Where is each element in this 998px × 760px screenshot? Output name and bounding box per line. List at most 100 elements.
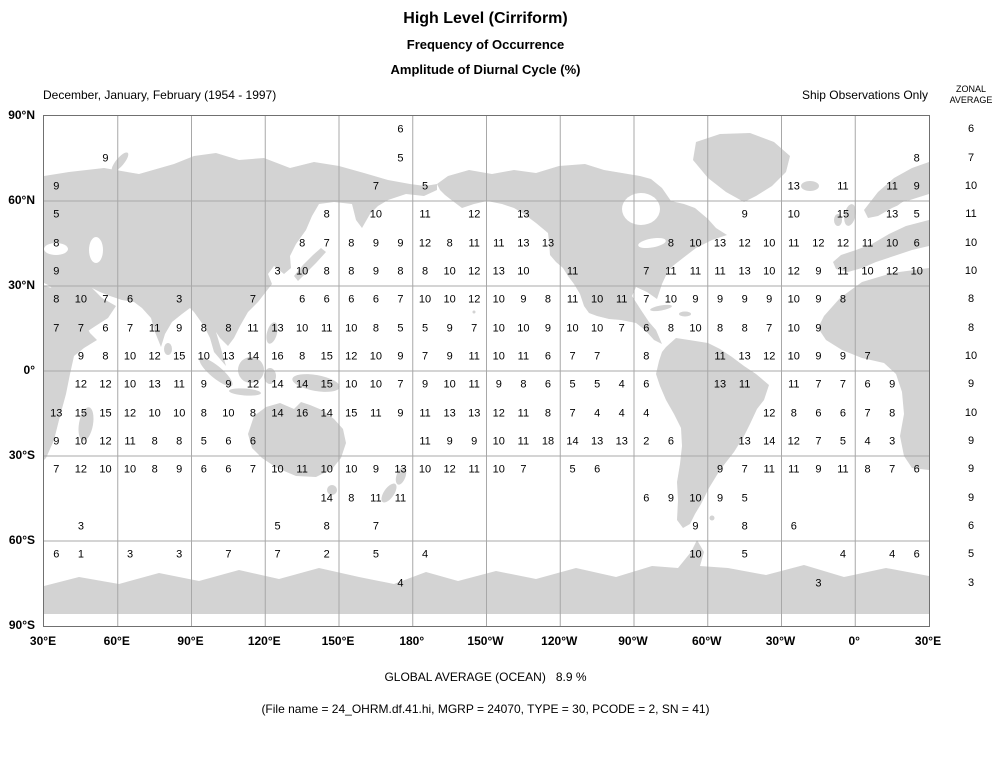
grid-value: 2 <box>323 548 330 561</box>
grid-value: 10 <box>271 463 284 476</box>
grid-value: 11 <box>615 293 628 306</box>
grid-value: 9 <box>225 378 232 391</box>
grid-value: 6 <box>913 463 920 476</box>
grid-value: 11 <box>148 322 161 334</box>
zonal-average-value: 8 <box>967 293 975 306</box>
longitude-tick-label: 30°W <box>765 634 796 648</box>
grid-value: 11 <box>714 265 726 278</box>
landmass-tasmania <box>327 485 337 495</box>
landmass-australia <box>248 402 346 477</box>
grid-value: 6 <box>913 548 920 561</box>
landmass-hawaii <box>472 310 476 314</box>
grid-value: 4 <box>618 378 625 391</box>
grid-value: 10 <box>345 378 358 391</box>
grid-value: 6 <box>299 293 306 306</box>
landmass-borneo <box>238 357 264 383</box>
grid-value: 11 <box>886 180 898 193</box>
grid-value: 12 <box>763 407 776 419</box>
grid-value: 5 <box>741 548 748 561</box>
longitude-tick-label: 180° <box>399 634 425 648</box>
grid-value: 5 <box>53 208 60 221</box>
grid-value: 10 <box>148 407 161 419</box>
landmass-new-guinea <box>292 374 340 392</box>
grid-value: 1 <box>77 548 84 561</box>
grid-value: 9 <box>446 435 453 448</box>
zonal-average-value: 9 <box>967 434 975 447</box>
grid-value: 11 <box>419 208 431 221</box>
subtitle-frequency: Frequency of Occurrence <box>406 37 565 52</box>
grid-value: 10 <box>787 208 800 221</box>
grid-value: 8 <box>151 435 158 448</box>
grid-value: 13 <box>886 208 899 221</box>
grid-value: 7 <box>126 322 134 334</box>
grid-value: 3 <box>176 548 183 561</box>
landmass-sulawesi <box>264 368 276 384</box>
grid-value: 10 <box>197 350 210 363</box>
grid-value: 11 <box>714 350 726 363</box>
grid-value: 10 <box>443 265 456 278</box>
grid-value: 9 <box>471 435 478 448</box>
grid-value: 6 <box>815 407 822 419</box>
zonal-average-value: 10 <box>964 179 978 192</box>
grid-value: 8 <box>225 322 232 334</box>
grid-value: 11 <box>394 492 407 504</box>
grid-value: 13 <box>50 407 63 419</box>
grid-value: 9 <box>815 322 822 334</box>
grid-value: 10 <box>492 293 505 306</box>
landmass-africa-west <box>818 268 929 470</box>
grid-value: 8 <box>53 237 60 249</box>
grid-value: 14 <box>271 407 284 419</box>
grid-value: 10 <box>566 322 579 334</box>
grid-value: 10 <box>74 435 87 448</box>
grid-value: 14 <box>320 492 333 504</box>
landmass-scandinavia <box>864 162 929 218</box>
grid-value: 9 <box>815 293 822 306</box>
landmass-falklands <box>709 515 715 521</box>
grid-value: 9 <box>815 463 822 476</box>
grid-value: 14 <box>246 350 260 363</box>
grid-value: 10 <box>369 208 382 221</box>
latitude-tick-label: 90°S <box>8 618 35 632</box>
grid-value: 5 <box>397 152 404 164</box>
grid-value: 9 <box>716 293 724 306</box>
grid-value: 12 <box>99 378 112 391</box>
grid-value: 9 <box>372 463 379 476</box>
grid-value: 12 <box>738 237 751 249</box>
grid-value: 7 <box>53 322 60 334</box>
grid-value: 13 <box>148 378 161 391</box>
grid-value: 10 <box>787 350 800 363</box>
grid-value: 8 <box>200 407 207 419</box>
zonal-average-value: 8 <box>967 321 975 334</box>
grid-value: 8 <box>741 520 748 533</box>
grid-value: 11 <box>738 378 751 391</box>
grid-value: 12 <box>246 378 260 391</box>
grid-value: 2 <box>643 435 650 448</box>
grid-value: 10 <box>345 322 358 334</box>
grid-value: 11 <box>124 435 136 448</box>
grid-value: 11 <box>665 265 677 278</box>
landmass-greenland <box>693 133 790 202</box>
grid-value: 13 <box>738 265 751 278</box>
grid-value: 8 <box>716 322 724 334</box>
grid-value: 16 <box>271 350 284 363</box>
grid-value: 12 <box>443 463 456 476</box>
grid-value: 9 <box>520 293 527 306</box>
baltic-sea <box>894 200 910 212</box>
grid-value: 6 <box>544 350 552 363</box>
grid-value: 9 <box>397 350 404 363</box>
grid-value: 11 <box>689 265 702 278</box>
grid-value: 9 <box>176 322 183 334</box>
grid-value: 6 <box>643 378 650 391</box>
longitude-tick-label: 30°E <box>914 634 942 648</box>
grid-value: 6 <box>225 463 232 476</box>
global-average-label: GLOBAL AVERAGE (OCEAN) 8.9 % <box>384 670 587 684</box>
grid-value: 10 <box>787 322 800 334</box>
grid-value: 7 <box>520 463 527 476</box>
latitude-tick-label: 30°N <box>8 278 35 292</box>
zonal-average-value: 10 <box>964 264 978 277</box>
grid-value: 10 <box>664 293 677 306</box>
grid-value: 9 <box>372 237 379 249</box>
grid-value: 11 <box>419 407 431 419</box>
grid-value: 9 <box>839 350 847 363</box>
